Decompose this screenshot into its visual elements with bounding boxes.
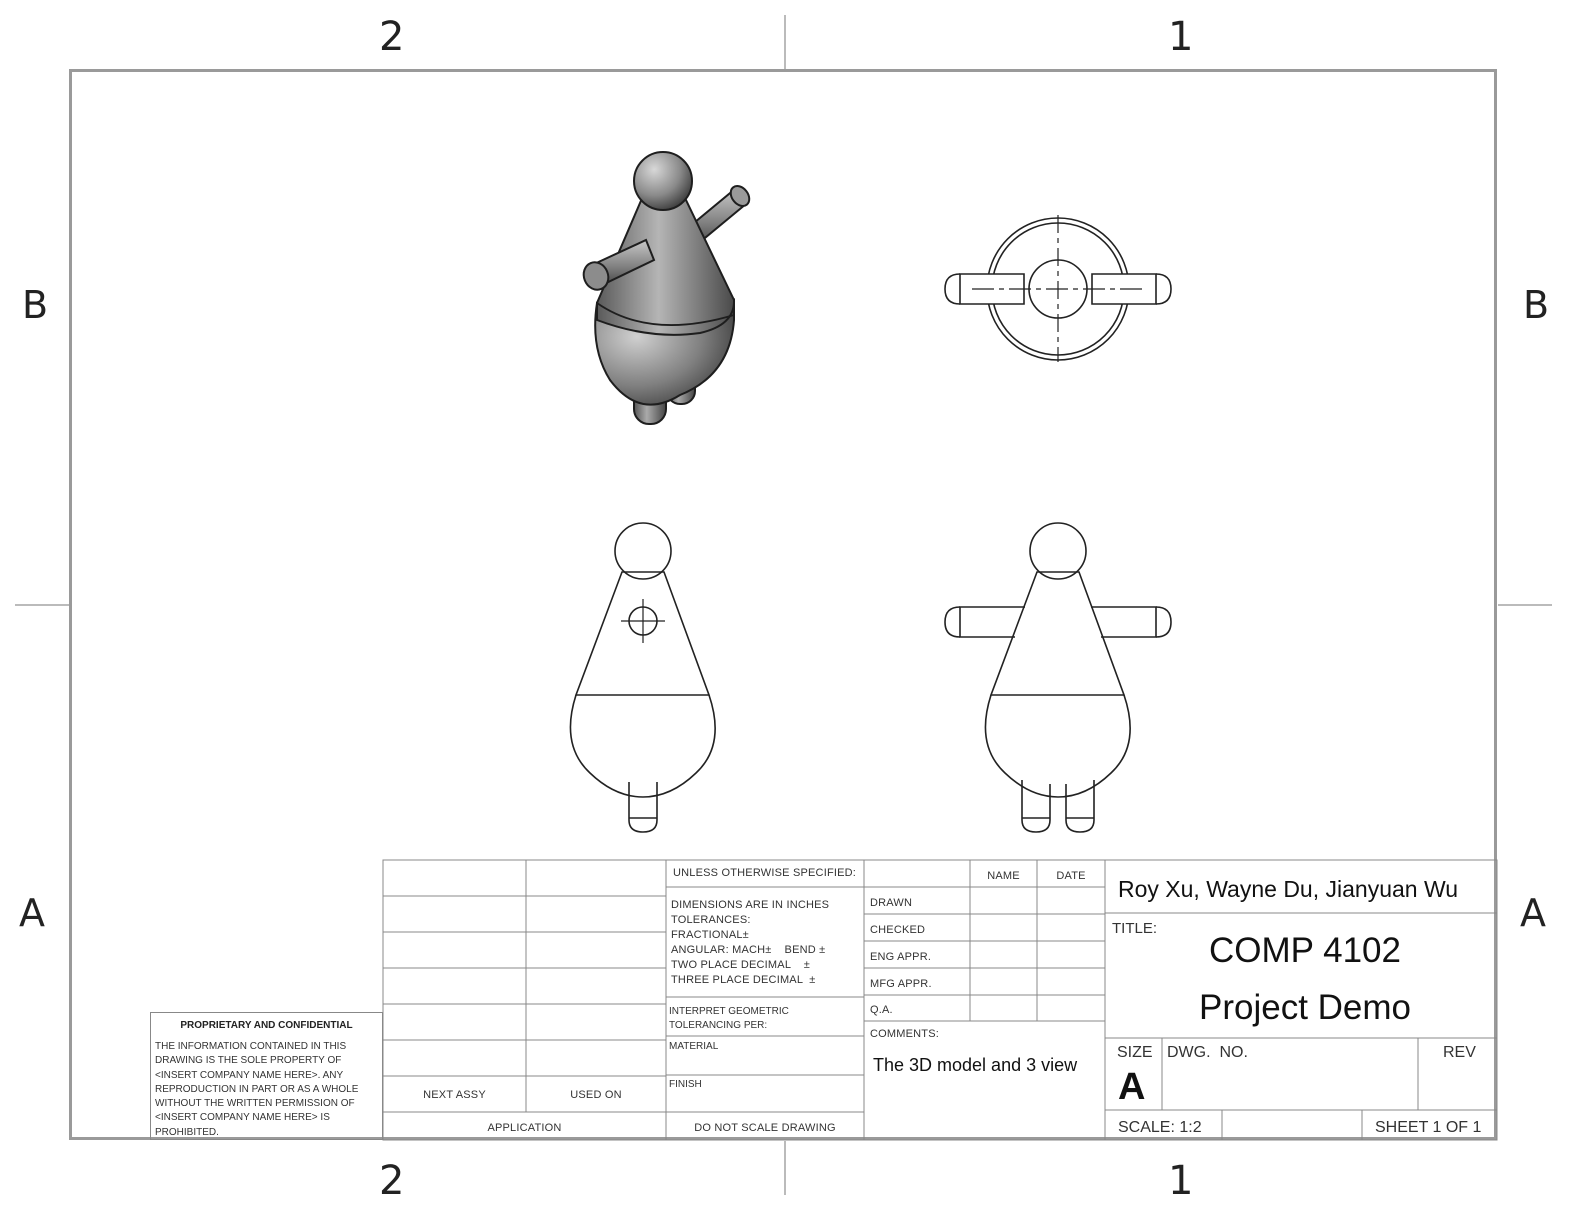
- top-arm-right-cap: [1155, 273, 1172, 305]
- approvals-name-header: NAME: [987, 870, 1020, 882]
- front-arm-left: [959, 606, 1025, 638]
- do-not-scale-label: DO NOT SCALE DRAWING: [694, 1122, 836, 1134]
- spec-interpret-line-2: TOLERANCING PER:: [669, 1020, 768, 1031]
- dwg-no-label: DWG. NO.: [1167, 1044, 1248, 1061]
- iso-head: [633, 151, 693, 211]
- side-belly: [569, 694, 716, 798]
- side-view: [569, 522, 716, 833]
- spec-finish-label: FINISH: [669, 1079, 702, 1090]
- spec-dims-line-4: ANGULAR: MACH± BEND ±: [671, 944, 826, 956]
- zone-tick-left: [15, 604, 69, 606]
- size-value: A: [1118, 1066, 1146, 1108]
- isometric-view: [582, 151, 751, 425]
- spec-dims-line-6: THREE PLACE DECIMAL ±: [671, 974, 816, 986]
- approval-row-qa: Q.A.: [870, 1004, 893, 1016]
- authors: Roy Xu, Wayne Du, Jianyuan Wu: [1118, 876, 1459, 902]
- iso-arm-left: [582, 238, 656, 291]
- approval-row-checked: CHECKED: [870, 924, 926, 936]
- zone-label-bottom-2: 2: [379, 1158, 405, 1204]
- title-label: TITLE:: [1112, 920, 1158, 937]
- iso-cone: [596, 194, 736, 336]
- drawing-border: [69, 69, 1497, 1140]
- front-cone: [989, 571, 1126, 696]
- spec-interpret-line-1: INTERPRET GEOMETRIC: [669, 1006, 789, 1017]
- zone-label-right-a: A: [1520, 891, 1546, 935]
- spec-dims-line-2: TOLERANCES:: [671, 914, 751, 926]
- front-leg-left: [1021, 780, 1051, 833]
- scale-label: SCALE: 1:2: [1118, 1119, 1202, 1136]
- zone-label-left-a: A: [19, 891, 45, 935]
- spec-dims-line-5: TWO PLACE DECIMAL ±: [671, 959, 810, 971]
- spec-header: UNLESS OTHERWISE SPECIFIED:: [673, 867, 857, 879]
- front-arm-right-cap: [1155, 606, 1172, 638]
- top-view: [944, 215, 1172, 362]
- side-head: [614, 522, 672, 580]
- zone-tick-bottom: [784, 1141, 786, 1195]
- comments-label: COMMENTS:: [870, 1028, 940, 1040]
- spec-dims-line-1: DIMENSIONS ARE IN INCHES: [671, 899, 830, 911]
- next-assy-label: NEXT ASSY: [423, 1089, 486, 1101]
- spec-dims-line-3: FRACTIONAL±: [671, 929, 749, 941]
- proprietary-heading: PROPRIETARY AND CONFIDENTIAL: [180, 1020, 353, 1031]
- zone-label-top-1: 1: [1168, 14, 1194, 60]
- iso-waist-line: [596, 302, 735, 326]
- used-on-label: USED ON: [570, 1089, 622, 1101]
- side-leg: [628, 782, 658, 833]
- rev-label: REV: [1443, 1044, 1476, 1061]
- approval-row-eng: ENG APPR.: [870, 951, 932, 963]
- front-arm-right: [1091, 606, 1157, 638]
- size-label: SIZE: [1117, 1044, 1153, 1061]
- approvals-date-header: DATE: [1056, 870, 1086, 882]
- drawing-title-line-1: COMP 4102: [1209, 931, 1401, 970]
- approval-row-mfg: MFG APPR.: [870, 978, 932, 990]
- front-leg-right: [1065, 780, 1095, 833]
- sheet-label: SHEET 1 OF 1: [1375, 1119, 1482, 1136]
- drawing-title-line-2: Project Demo: [1198, 988, 1412, 1027]
- application-label: APPLICATION: [487, 1122, 562, 1134]
- front-belly: [984, 694, 1131, 798]
- front-arm-left-cap: [944, 606, 961, 638]
- zone-label-bottom-1: 1: [1168, 1158, 1194, 1204]
- front-head: [1029, 522, 1087, 580]
- proprietary-body: THE INFORMATION CONTAINED IN THIS DRAWIN…: [155, 1041, 359, 1138]
- approval-row-drawn: DRAWN: [870, 897, 913, 909]
- zone-tick-right: [1498, 604, 1552, 606]
- zone-label-right-b: B: [1523, 283, 1550, 327]
- zone-tick-top: [784, 15, 786, 69]
- spec-material-label: MATERIAL: [669, 1041, 719, 1052]
- title-block-grid: [382, 859, 1498, 1141]
- zone-label-top-2: 2: [379, 14, 405, 60]
- front-view: [944, 522, 1172, 833]
- proprietary-notice: PROPRIETARY AND CONFIDENTIAL THE INFORMA…: [150, 1012, 383, 1140]
- comments-text: The 3D model and 3 view: [873, 1055, 1078, 1075]
- top-arm-left-cap: [944, 273, 961, 305]
- zone-label-left-b: B: [22, 283, 49, 327]
